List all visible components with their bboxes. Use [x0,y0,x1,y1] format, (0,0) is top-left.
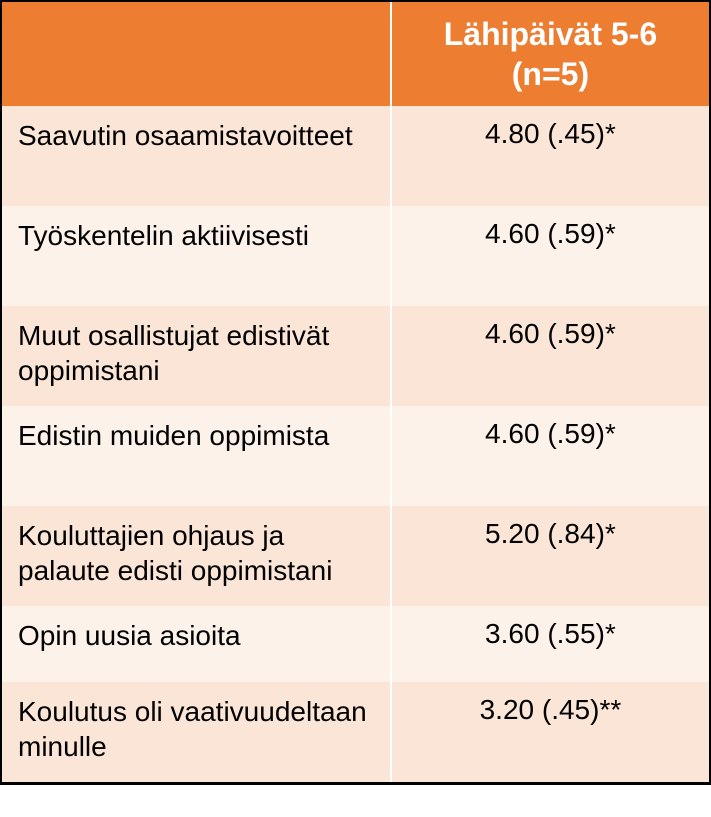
table-row: Opin uusia asioita 3.60 (.55)* [2,606,709,682]
row-value: 3.60 (.55)* [391,606,709,682]
table: Lähipäivät 5-6 (n=5) Saavutin osaamistav… [2,2,709,782]
row-label: Kouluttajien ohjaus ja palaute edisti op… [2,506,391,606]
row-value: 3.20 (.45)** [391,682,709,782]
table-header-row: Lähipäivät 5-6 (n=5) [2,2,709,106]
table-row: Saavutin osaamistavoitteet 4.80 (.45)* [2,106,709,206]
row-label: Opin uusia asioita [2,606,391,682]
row-label: Työskentelin aktiivisesti [2,206,391,306]
row-label: Muut osallistujat edistivät oppimistani [2,306,391,406]
table-row: Muut osallistujat edistivät oppimistani … [2,306,709,406]
table-row: Työskentelin aktiivisesti 4.60 (.59)* [2,206,709,306]
row-value: 4.80 (.45)* [391,106,709,206]
header-blank-cell [2,2,391,106]
table-row: Edistin muiden oppimista 4.60 (.59)* [2,406,709,506]
results-table: Lähipäivät 5-6 (n=5) Saavutin osaamistav… [0,0,711,785]
row-label: Saavutin osaamistavoitteet [2,106,391,206]
row-value: 4.60 (.59)* [391,306,709,406]
table-row: Kouluttajien ohjaus ja palaute edisti op… [2,506,709,606]
row-value: 4.60 (.59)* [391,206,709,306]
header-value-cell: Lähipäivät 5-6 (n=5) [391,2,709,106]
row-value: 4.60 (.59)* [391,406,709,506]
row-label: Edistin muiden oppimista [2,406,391,506]
row-label: Koulutus oli vaativuudeltaan minulle [2,682,391,782]
table-row: Koulutus oli vaativuudeltaan minulle 3.2… [2,682,709,782]
row-value: 5.20 (.84)* [391,506,709,606]
